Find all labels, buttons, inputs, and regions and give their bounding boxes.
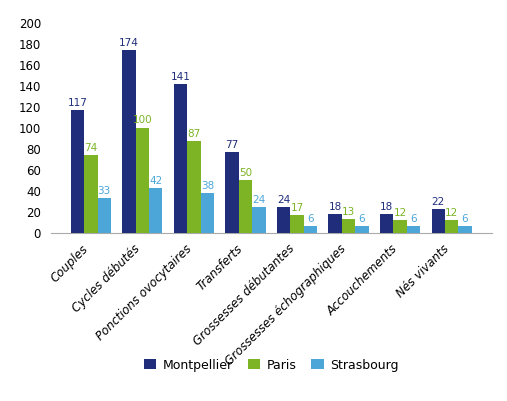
Bar bbox=[187, 141, 201, 233]
Text: 33: 33 bbox=[98, 186, 111, 196]
Text: 74: 74 bbox=[84, 143, 97, 153]
Bar bbox=[136, 128, 149, 233]
Text: 12: 12 bbox=[393, 208, 407, 218]
Text: 22: 22 bbox=[431, 197, 445, 207]
Bar bbox=[304, 226, 317, 233]
Text: 6: 6 bbox=[358, 214, 365, 224]
Text: 50: 50 bbox=[239, 168, 252, 178]
Bar bbox=[329, 214, 342, 233]
Bar bbox=[252, 207, 266, 233]
Bar bbox=[407, 226, 420, 233]
Text: 38: 38 bbox=[201, 180, 214, 190]
Text: 141: 141 bbox=[170, 73, 191, 82]
Text: 6: 6 bbox=[307, 214, 314, 224]
Text: 100: 100 bbox=[132, 115, 152, 126]
Bar bbox=[458, 226, 472, 233]
Bar bbox=[174, 85, 187, 233]
Text: 117: 117 bbox=[67, 97, 87, 107]
Text: 12: 12 bbox=[445, 208, 458, 218]
Bar bbox=[355, 226, 369, 233]
Text: 24: 24 bbox=[252, 195, 266, 205]
Text: 77: 77 bbox=[226, 140, 239, 150]
Text: 6: 6 bbox=[410, 214, 417, 224]
Text: 6: 6 bbox=[462, 214, 468, 224]
Bar bbox=[226, 152, 239, 233]
Bar bbox=[393, 220, 407, 233]
Bar bbox=[277, 207, 291, 233]
Bar bbox=[201, 192, 214, 233]
Bar bbox=[380, 214, 393, 233]
Text: 18: 18 bbox=[329, 202, 342, 212]
Text: 18: 18 bbox=[380, 202, 393, 212]
Bar bbox=[431, 209, 445, 233]
Text: 42: 42 bbox=[149, 176, 162, 186]
Text: 174: 174 bbox=[119, 38, 139, 48]
Legend: Montpellier, Paris, Strasbourg: Montpellier, Paris, Strasbourg bbox=[139, 354, 404, 377]
Bar bbox=[97, 198, 111, 233]
Text: 17: 17 bbox=[291, 203, 304, 213]
Text: 87: 87 bbox=[187, 129, 201, 139]
Bar bbox=[342, 219, 355, 233]
Text: 13: 13 bbox=[342, 207, 355, 217]
Bar bbox=[445, 220, 458, 233]
Text: 24: 24 bbox=[277, 195, 290, 205]
Bar bbox=[239, 180, 252, 233]
Bar bbox=[291, 215, 304, 233]
Bar bbox=[122, 50, 136, 233]
Bar bbox=[71, 110, 84, 233]
Bar bbox=[149, 188, 162, 233]
Bar bbox=[84, 155, 97, 233]
